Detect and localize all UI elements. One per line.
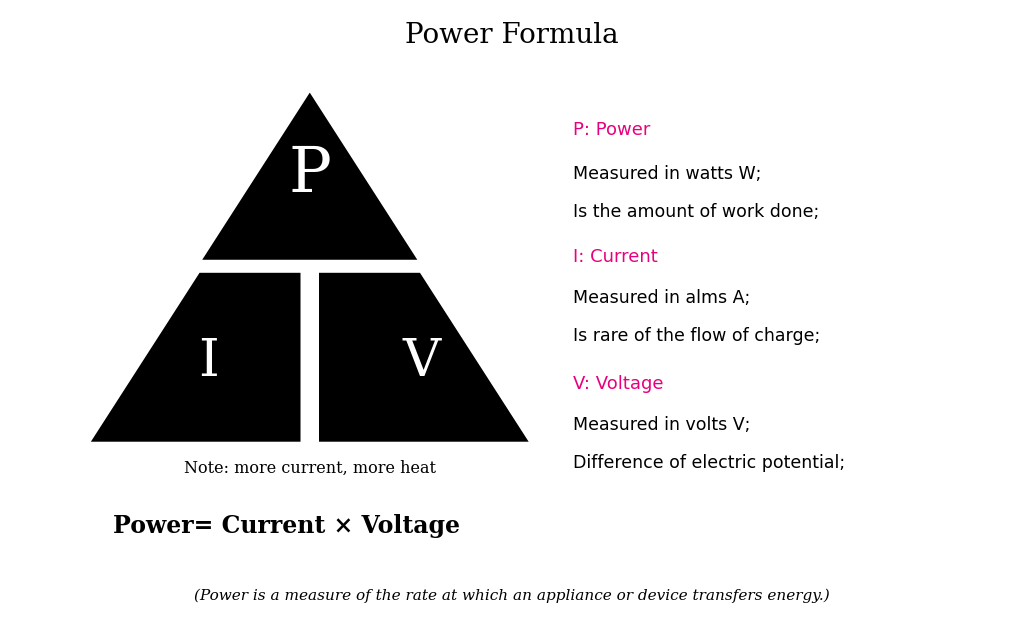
Text: Power Formula: Power Formula [406, 22, 618, 49]
Text: Measured in watts W;: Measured in watts W; [573, 165, 762, 183]
Polygon shape [317, 271, 532, 444]
Text: P: Power: P: Power [573, 121, 651, 139]
Text: Is the amount of work done;: Is the amount of work done; [573, 204, 819, 221]
Text: I: I [199, 336, 219, 387]
Text: Power= Current × Voltage: Power= Current × Voltage [113, 514, 460, 538]
Text: Measured in volts V;: Measured in volts V; [573, 416, 751, 434]
Text: Is rare of the flow of charge;: Is rare of the flow of charge; [573, 327, 820, 345]
Polygon shape [199, 89, 421, 262]
Text: Measured in alms A;: Measured in alms A; [573, 289, 751, 307]
Text: Difference of electric potential;: Difference of electric potential; [573, 454, 846, 472]
Text: V: Voltage: V: Voltage [573, 375, 664, 392]
Text: V: V [402, 336, 440, 387]
Text: (Power is a measure of the rate at which an appliance or device transfers energy: (Power is a measure of the rate at which… [195, 589, 829, 603]
Text: Note: more current, more heat: Note: more current, more heat [183, 460, 436, 477]
Text: P: P [289, 144, 331, 205]
Polygon shape [87, 271, 303, 444]
Text: I: Current: I: Current [573, 248, 658, 266]
